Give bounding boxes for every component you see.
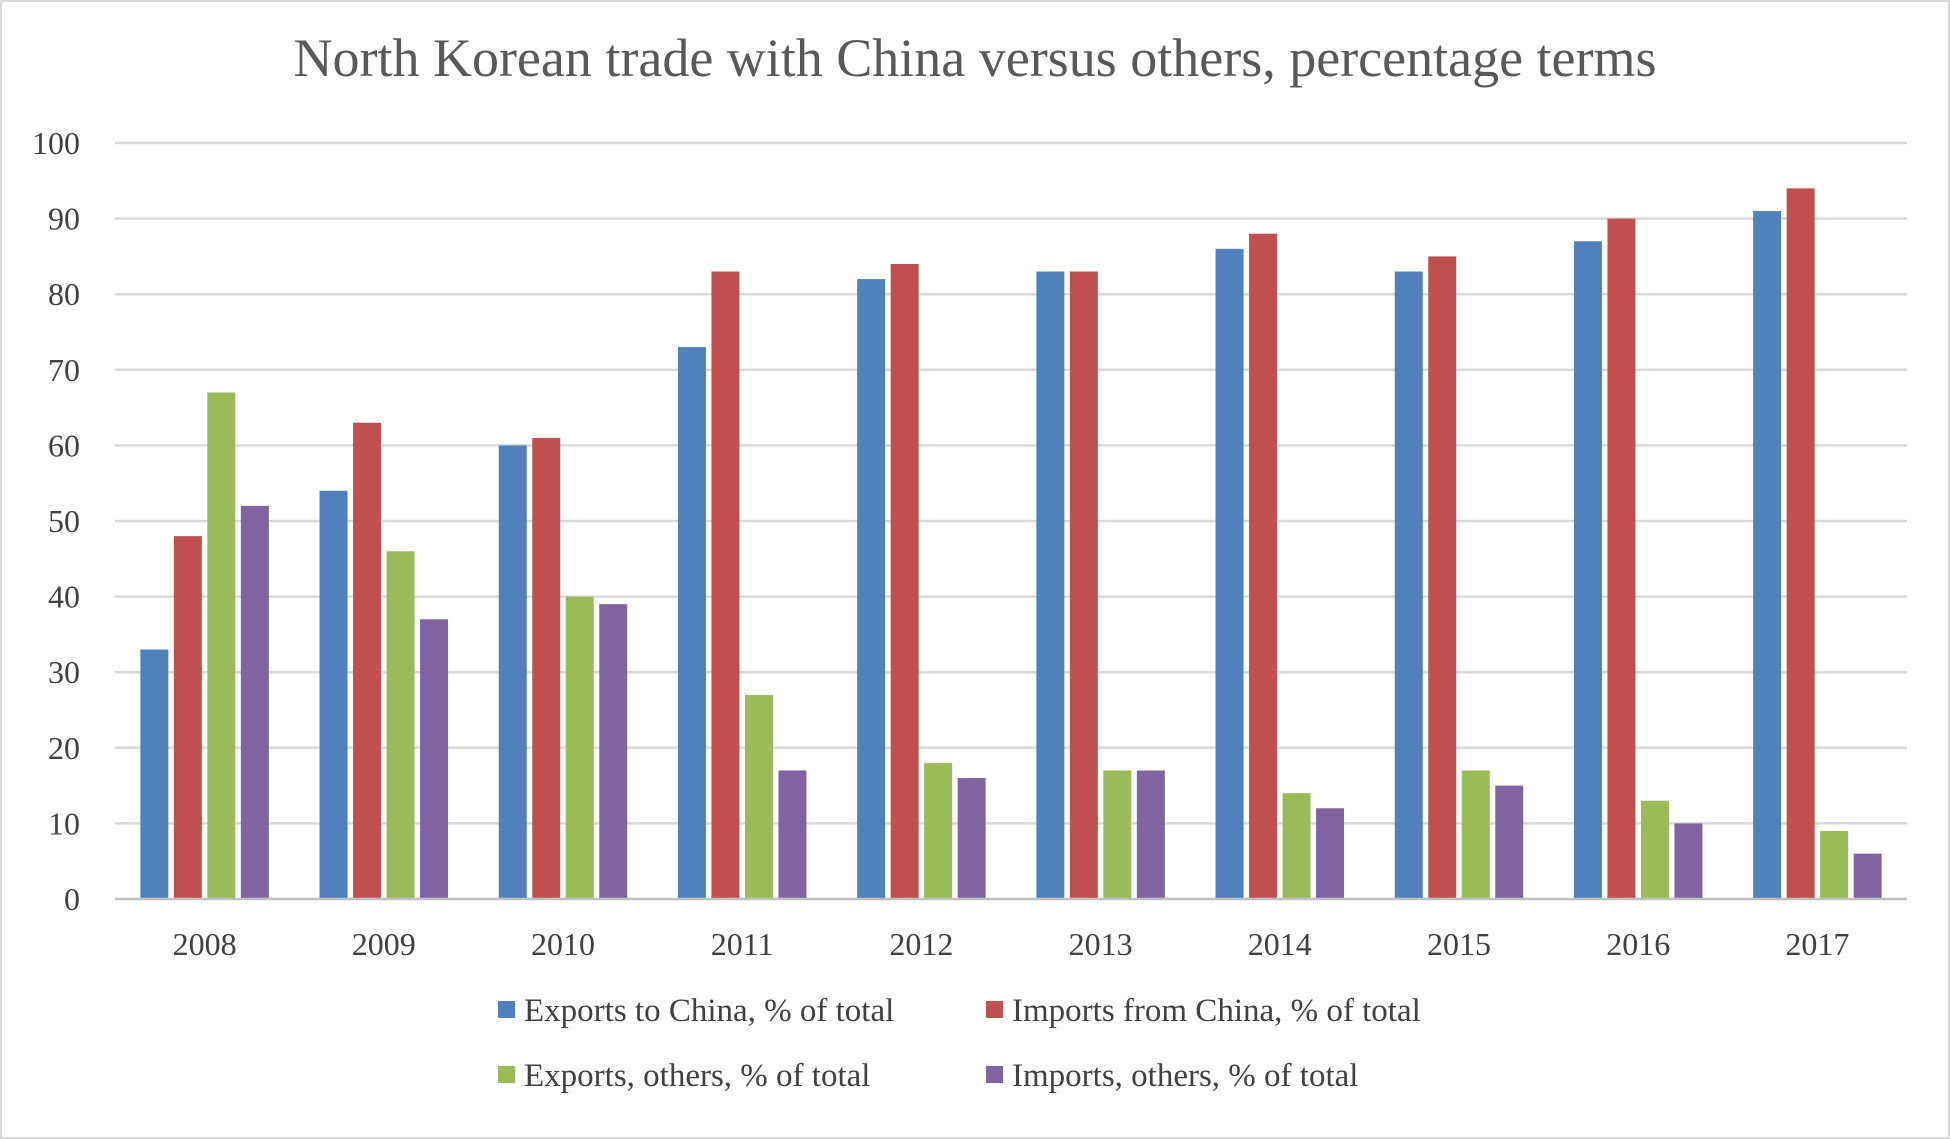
bar-2015-series-1 — [1394, 271, 1423, 899]
bar-2013-series-2 — [1069, 271, 1098, 899]
y-tick-label: 70 — [48, 352, 80, 388]
y-tick-label: 0 — [64, 881, 80, 917]
bar-2009-series-2 — [353, 422, 382, 899]
y-tick-label: 10 — [48, 805, 80, 841]
bar-2014-series-3 — [1282, 793, 1311, 899]
x-tick-label: 2012 — [889, 926, 953, 962]
gridlines — [115, 141, 1907, 825]
x-tick-label: 2017 — [1785, 926, 1849, 962]
bar-2014-series-2 — [1249, 233, 1278, 900]
bar-2008-series-3 — [207, 392, 236, 899]
legend-item-1: Exports to China, % of total — [498, 993, 894, 1029]
bar-2008-series-1 — [140, 649, 169, 899]
legend-label: Exports, others, % of total — [524, 1058, 870, 1094]
legend-label: Exports to China, % of total — [524, 993, 894, 1029]
y-tick-label: 100 — [32, 125, 80, 161]
bar-2012-series-1 — [857, 279, 886, 900]
bar-2015-series-2 — [1428, 256, 1457, 899]
bar-2016-series-3 — [1640, 800, 1669, 899]
bar-2011-series-1 — [677, 347, 706, 899]
bar-2013-series-4 — [1136, 770, 1165, 899]
bar-2011-series-4 — [778, 770, 807, 899]
bar-2008-series-2 — [173, 536, 202, 899]
bar-2012-series-3 — [924, 762, 953, 899]
y-tick-label: 60 — [48, 427, 80, 463]
y-tick-label: 20 — [48, 730, 80, 766]
x-tick-label: 2011 — [711, 926, 774, 962]
bar-2016-series-2 — [1607, 218, 1636, 900]
legend-item-4: Imports, others, % of total — [986, 1058, 1358, 1094]
y-axis-tick-labels: 0 10 20 30 40 50 60 70 80 90 100 — [32, 125, 80, 917]
legend-item-2: Imports from China, % of total — [986, 993, 1421, 1029]
legend-swatch — [986, 1066, 1003, 1083]
bar-2013-series-3 — [1103, 770, 1132, 899]
legend: Exports to China, % of total Imports from… — [498, 993, 1421, 1094]
bar-2013-series-1 — [1036, 271, 1065, 899]
bar-2017-series-3 — [1820, 830, 1849, 899]
x-tick-label: 2008 — [173, 926, 237, 962]
y-tick-label: 90 — [48, 201, 80, 237]
bar-2017-series-2 — [1786, 188, 1815, 900]
bar-2016-series-1 — [1573, 241, 1602, 899]
bar-2012-series-4 — [957, 778, 986, 899]
legend-swatch — [986, 1001, 1003, 1018]
bar-2017-series-4 — [1853, 853, 1882, 899]
bar-2009-series-1 — [319, 490, 348, 899]
bar-2017-series-1 — [1753, 211, 1782, 900]
bar-2014-series-1 — [1215, 248, 1244, 900]
bar-2010-series-3 — [565, 596, 594, 899]
y-tick-label: 80 — [48, 276, 80, 312]
bar-2016-series-4 — [1674, 823, 1703, 899]
bar-2010-series-1 — [498, 445, 527, 899]
bar-2009-series-3 — [386, 551, 415, 899]
x-tick-label: 2015 — [1427, 926, 1491, 962]
x-tick-label: 2014 — [1248, 926, 1312, 962]
legend-item-3: Exports, others, % of total — [498, 1058, 870, 1094]
x-tick-label: 2013 — [1069, 926, 1133, 962]
bar-2009-series-4 — [420, 619, 449, 899]
x-tick-label: 2010 — [531, 926, 595, 962]
bar-2008-series-4 — [240, 505, 269, 899]
bar-2010-series-2 — [532, 437, 561, 899]
x-axis-tick-labels: 2008 2009 2010 2011 2012 2013 2014 2015 2016 2017 — [173, 926, 1850, 962]
y-tick-label: 30 — [48, 654, 80, 690]
bars — [140, 188, 1882, 900]
bar-2015-series-4 — [1495, 785, 1524, 899]
bar-2011-series-3 — [744, 694, 773, 899]
bar-2011-series-2 — [711, 271, 740, 899]
y-tick-label: 40 — [48, 579, 80, 615]
x-tick-label: 2009 — [352, 926, 416, 962]
legend-label: Imports from China, % of total — [1012, 993, 1421, 1029]
legend-label: Imports, others, % of total — [1012, 1058, 1358, 1094]
legend-swatch — [498, 1001, 515, 1018]
bar-2015-series-3 — [1461, 770, 1490, 899]
bar-2012-series-2 — [890, 263, 919, 900]
legend-swatch — [498, 1066, 515, 1083]
y-tick-label: 50 — [48, 503, 80, 539]
chart-title: North Korean trade with China versus oth… — [293, 28, 1656, 88]
bar-2010-series-4 — [599, 604, 628, 899]
x-tick-label: 2016 — [1606, 926, 1670, 962]
bar-2014-series-4 — [1316, 808, 1345, 899]
